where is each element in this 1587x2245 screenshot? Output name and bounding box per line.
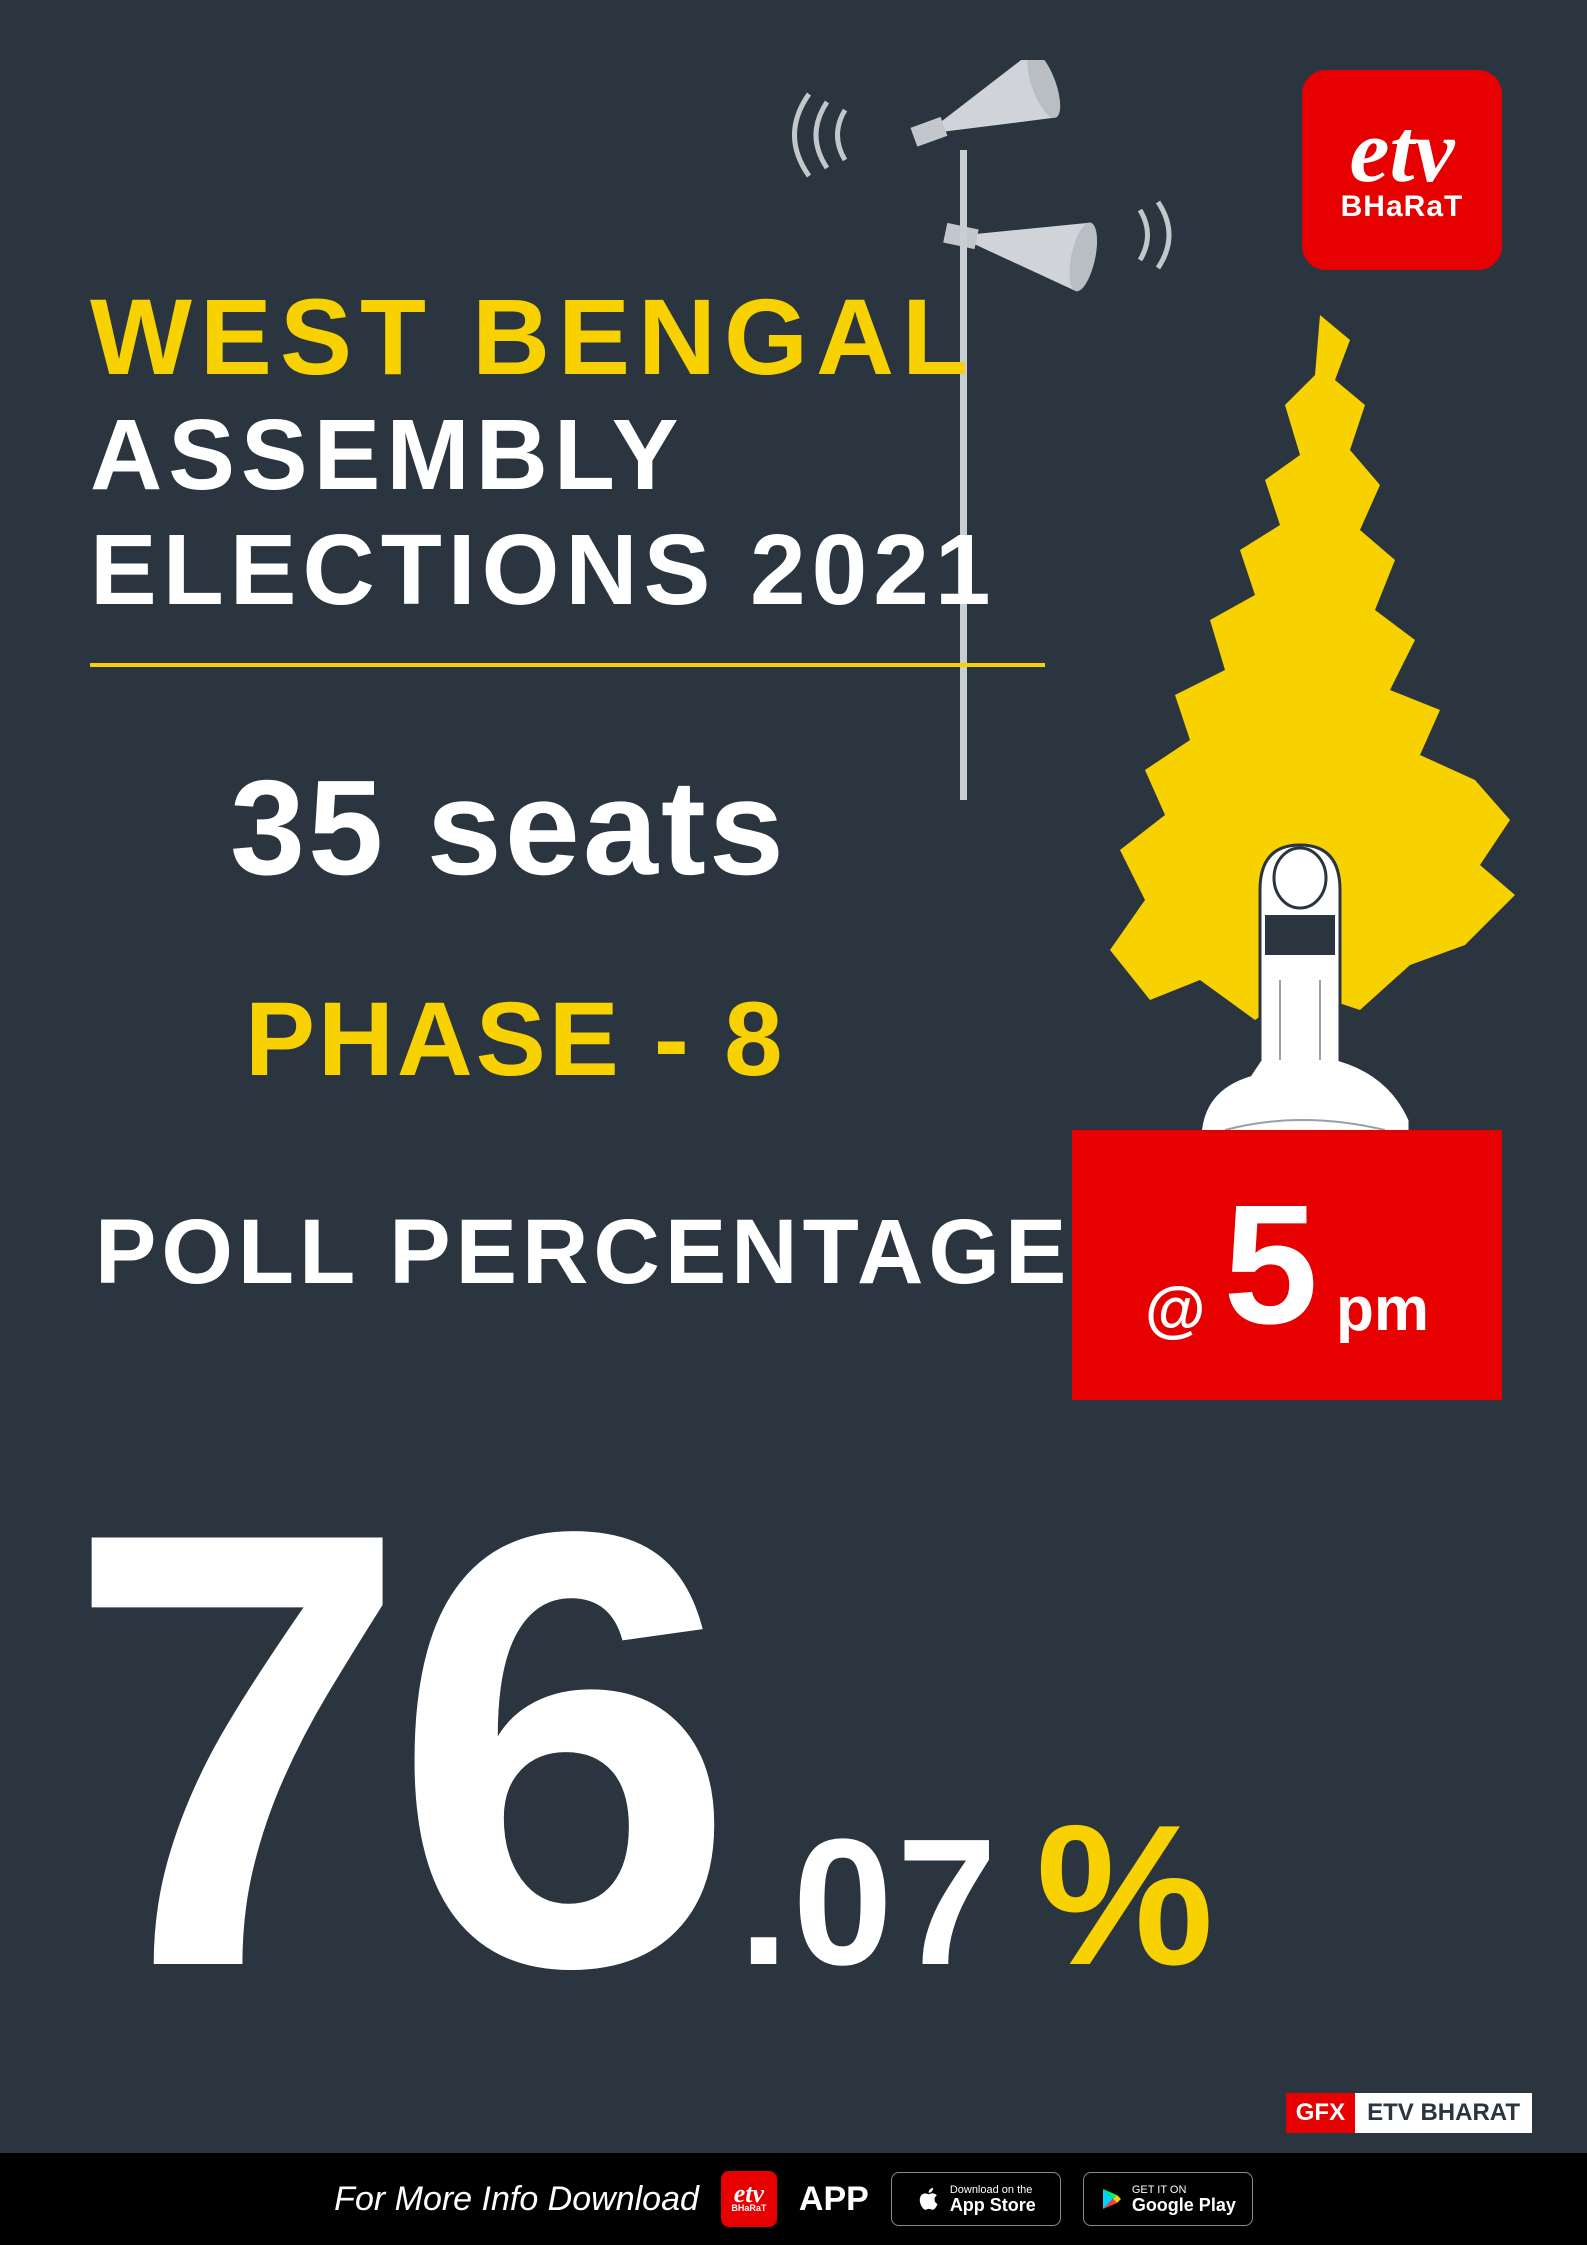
poll-percentage-row: POLL PERCENTAGE	[95, 1200, 1071, 1305]
title-line-1: WEST BENGAL	[90, 280, 1045, 393]
mini-logo-script: etv	[734, 2185, 764, 2203]
percentage-decimal: .07	[739, 1799, 1001, 2006]
percentage-display: 76 .07 %	[65, 1440, 1214, 2060]
seats-count: 35 seats	[230, 750, 787, 905]
appstore-line1: Download on the	[950, 2185, 1036, 2196]
footer-app-text: APP	[799, 2180, 869, 2219]
googleplay-line2: Google Play	[1132, 2196, 1236, 2214]
footer-bar: For More Info Download etv BHaRaT APP Do…	[0, 2153, 1587, 2245]
apple-icon	[916, 2186, 942, 2212]
footer-prompt: For More Info Download	[334, 2180, 699, 2219]
title-underline	[90, 663, 1045, 667]
phase-label: PHASE - 8	[245, 980, 785, 1100]
footer-mini-logo: etv BHaRaT	[721, 2171, 777, 2227]
title-line-3: ELECTIONS 2021	[90, 518, 1045, 623]
brand-logo-script: etv	[1350, 116, 1455, 188]
mini-logo-sub: BHaRaT	[731, 2203, 766, 2213]
googleplay-line1: GET IT ON	[1132, 2185, 1236, 2196]
time-hour: 5	[1223, 1180, 1318, 1350]
percentage-integer: 76	[65, 1440, 719, 2060]
title-block: WEST BENGAL ASSEMBLY ELECTIONS 2021	[90, 280, 1045, 667]
time-at-symbol: @	[1145, 1274, 1205, 1345]
brand-logo: etv BHaRaT	[1302, 70, 1502, 270]
title-line-2: ASSEMBLY	[90, 403, 1045, 508]
poll-percentage-label: POLL PERCENTAGE	[95, 1200, 1071, 1305]
appstore-line2: App Store	[950, 2196, 1036, 2214]
googleplay-icon	[1100, 2187, 1124, 2211]
gfx-label-left: GFX	[1286, 2093, 1355, 2133]
gfx-credit-strip: GFX ETV BHARAT	[1286, 2093, 1532, 2133]
time-suffix: pm	[1336, 1274, 1429, 1345]
brand-logo-sub: BHaRaT	[1341, 190, 1464, 224]
time-badge: @ 5 pm	[1072, 1130, 1502, 1400]
percentage-symbol: %	[1036, 1781, 1214, 2011]
gfx-label-right: ETV BHARAT	[1355, 2093, 1532, 2133]
googleplay-badge[interactable]: GET IT ON Google Play	[1083, 2172, 1253, 2226]
appstore-badge[interactable]: Download on the App Store	[891, 2172, 1061, 2226]
